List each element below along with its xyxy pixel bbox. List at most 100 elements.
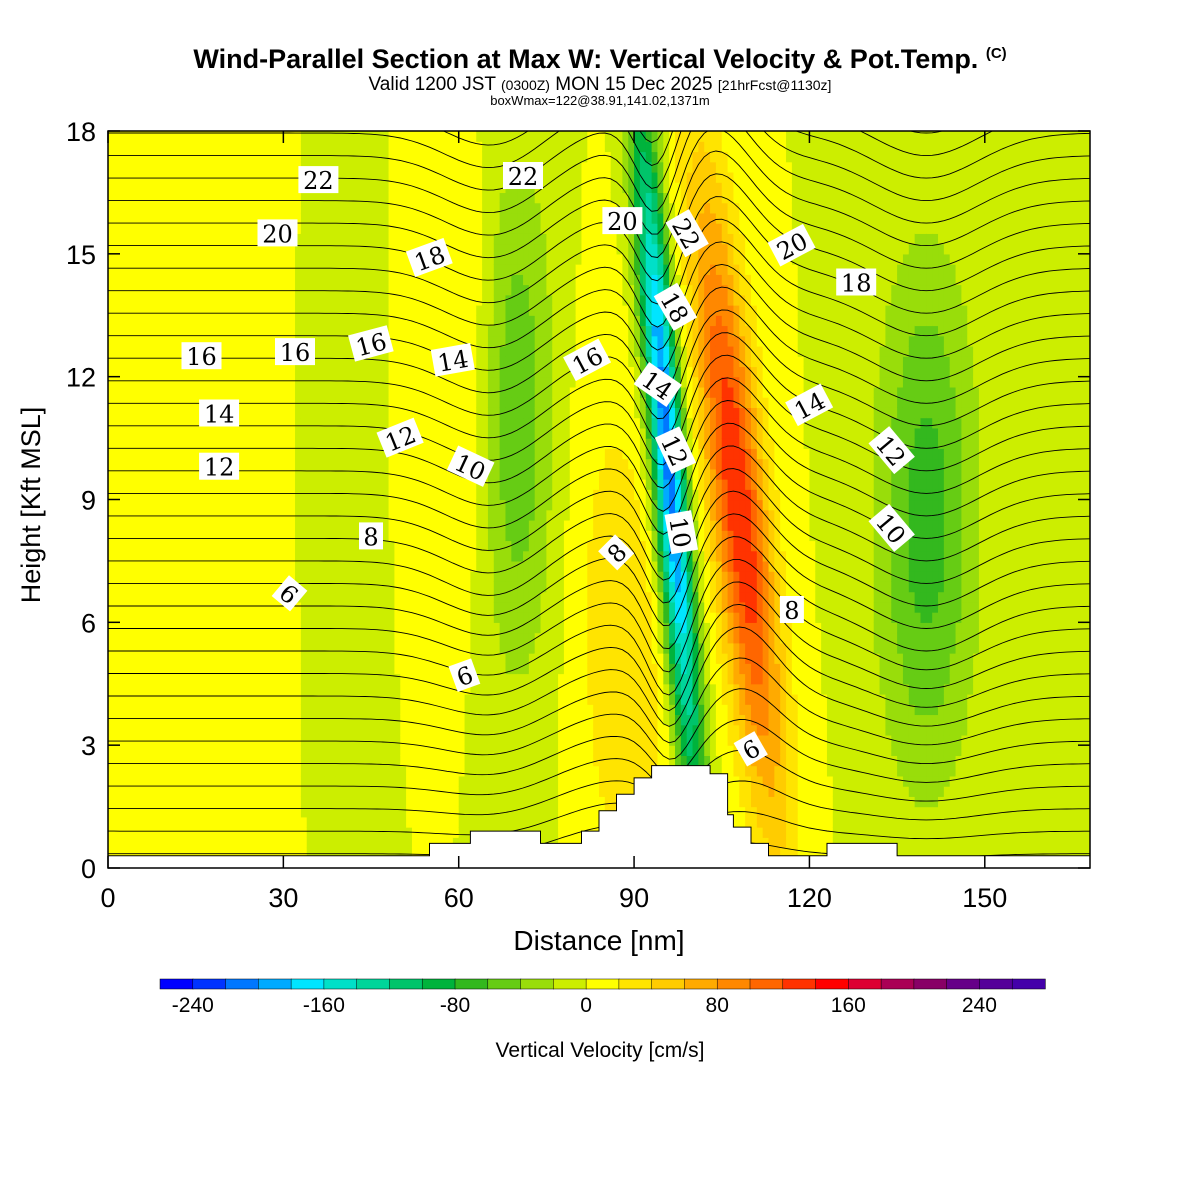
velocity-cell bbox=[470, 335, 477, 347]
velocity-cell bbox=[113, 499, 121, 511]
velocity-cell bbox=[376, 223, 384, 234]
velocity-cell bbox=[178, 560, 185, 572]
velocity-cell bbox=[318, 827, 325, 838]
velocity-cell bbox=[347, 622, 355, 634]
velocity-cell bbox=[219, 335, 226, 347]
velocity-cell bbox=[382, 642, 390, 654]
velocity-cell bbox=[499, 765, 507, 777]
velocity-cell bbox=[277, 151, 284, 163]
velocity-cell bbox=[470, 581, 477, 593]
velocity-cell bbox=[178, 816, 185, 828]
velocity-cell bbox=[265, 837, 273, 849]
velocity-cell bbox=[230, 305, 238, 316]
velocity-cell bbox=[341, 438, 349, 449]
velocity-cell bbox=[417, 171, 425, 183]
velocity-cell bbox=[295, 366, 302, 378]
velocity-cell bbox=[207, 509, 214, 521]
velocity-cell bbox=[230, 366, 238, 378]
velocity-cell bbox=[371, 212, 378, 224]
velocity-cell bbox=[178, 376, 185, 388]
velocity-cell bbox=[371, 192, 378, 204]
velocity-cell bbox=[464, 407, 472, 419]
velocity-cell bbox=[300, 397, 308, 408]
velocity-cell bbox=[347, 755, 355, 767]
velocity-cell bbox=[125, 509, 132, 521]
velocity-cell bbox=[353, 386, 360, 398]
velocity-cell bbox=[137, 765, 144, 777]
velocity-cell bbox=[464, 642, 472, 654]
velocity-cell bbox=[119, 202, 127, 214]
velocity-cell bbox=[493, 734, 501, 746]
velocity-cell bbox=[178, 663, 185, 675]
velocity-cell bbox=[353, 325, 360, 337]
velocity-cell bbox=[493, 345, 501, 357]
velocity-cell bbox=[441, 294, 448, 306]
velocity-cell bbox=[295, 571, 302, 582]
velocity-cell bbox=[108, 131, 115, 142]
velocity-cell bbox=[119, 192, 127, 204]
velocity-cell bbox=[441, 775, 448, 787]
velocity-cell bbox=[254, 786, 261, 797]
velocity-cell bbox=[236, 243, 244, 255]
velocity-cell bbox=[464, 274, 472, 286]
velocity-cell bbox=[242, 765, 249, 777]
velocity-cell bbox=[482, 325, 489, 337]
velocity-cell bbox=[318, 305, 325, 316]
velocity-cell bbox=[300, 202, 308, 214]
velocity-cell bbox=[406, 448, 413, 460]
velocity-cell bbox=[499, 305, 507, 316]
velocity-cell bbox=[429, 212, 436, 224]
velocity-cell bbox=[148, 294, 156, 306]
velocity-cell bbox=[154, 427, 162, 439]
velocity-cell bbox=[330, 755, 337, 767]
velocity-cell bbox=[178, 806, 185, 818]
velocity-cell bbox=[259, 571, 267, 582]
velocity-cell bbox=[347, 161, 355, 173]
velocity-cell bbox=[201, 171, 208, 183]
velocity-cell bbox=[172, 468, 179, 480]
velocity-cell bbox=[178, 325, 185, 337]
velocity-cell bbox=[137, 294, 144, 306]
velocity-cell bbox=[271, 734, 279, 746]
velocity-cell bbox=[113, 550, 121, 562]
velocity-cell bbox=[131, 345, 138, 357]
velocity-cell bbox=[172, 632, 179, 644]
velocity-cell bbox=[195, 243, 203, 255]
velocity-cell bbox=[254, 417, 261, 429]
velocity-cell bbox=[178, 673, 185, 685]
velocity-cell bbox=[335, 345, 343, 357]
velocity-cell bbox=[435, 417, 442, 429]
velocity-cell bbox=[125, 386, 132, 398]
velocity-cell bbox=[306, 786, 314, 797]
velocity-cell bbox=[341, 673, 349, 685]
velocity-cell bbox=[423, 673, 431, 685]
velocity-cell bbox=[493, 356, 501, 368]
velocity-cell bbox=[108, 540, 115, 552]
velocity-cell bbox=[382, 724, 390, 736]
velocity-cell bbox=[376, 192, 384, 204]
velocity-cell bbox=[493, 642, 501, 654]
velocity-cell bbox=[423, 642, 431, 654]
velocity-cell bbox=[382, 131, 390, 142]
velocity-cell bbox=[447, 571, 454, 582]
velocity-cell bbox=[300, 714, 308, 726]
velocity-cell bbox=[254, 192, 261, 204]
velocity-cell bbox=[213, 601, 220, 613]
velocity-cell bbox=[213, 489, 220, 501]
velocity-cell bbox=[423, 601, 431, 613]
velocity-cell bbox=[271, 499, 279, 511]
velocity-cell bbox=[160, 550, 168, 562]
velocity-cell bbox=[318, 673, 325, 685]
velocity-cell bbox=[113, 253, 121, 265]
velocity-cell bbox=[283, 632, 290, 644]
velocity-cell bbox=[447, 325, 454, 337]
velocity-cell bbox=[195, 202, 203, 214]
velocity-cell bbox=[487, 581, 495, 593]
velocity-cell bbox=[435, 560, 442, 572]
velocity-cell bbox=[306, 325, 314, 337]
velocity-cell bbox=[254, 673, 261, 685]
velocity-cell bbox=[441, 438, 448, 449]
velocity-cell bbox=[441, 591, 448, 603]
velocity-cell bbox=[493, 366, 501, 378]
velocity-cell bbox=[411, 489, 419, 501]
